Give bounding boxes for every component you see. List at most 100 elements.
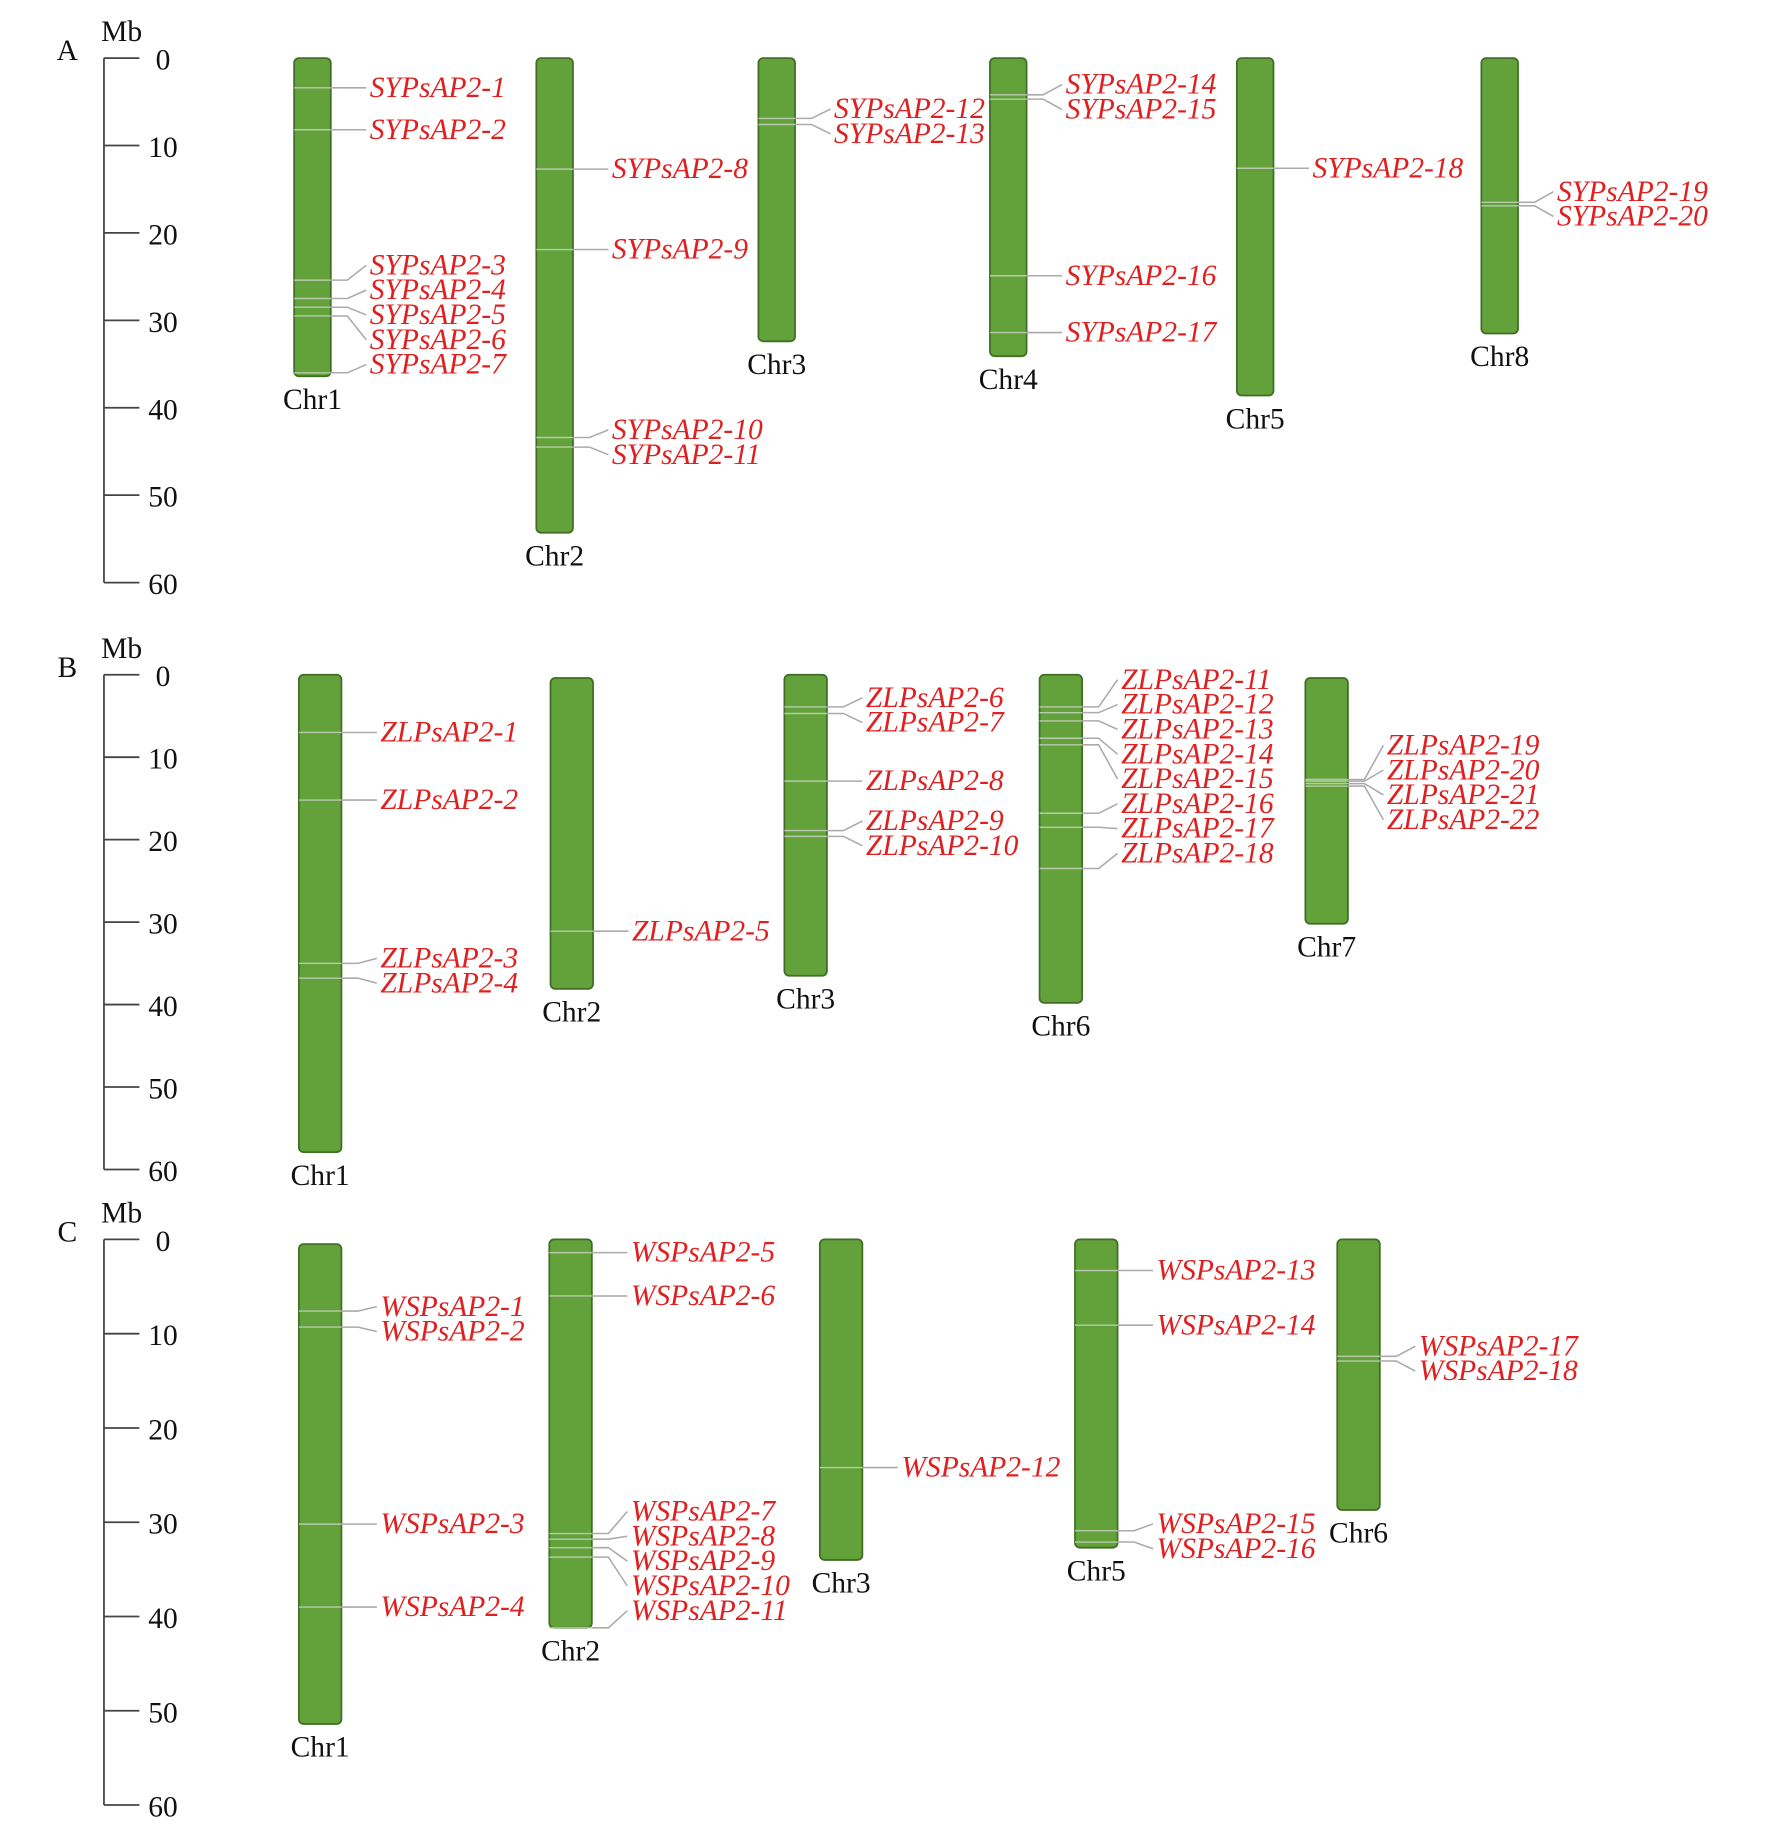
chromosome-label: Chr2 bbox=[542, 997, 601, 1029]
gene-connector bbox=[1026, 98, 1063, 111]
chromosome bbox=[548, 1238, 593, 1629]
chromosome-label: Chr6 bbox=[1329, 1518, 1388, 1550]
chromosome-label: Chr7 bbox=[1297, 932, 1356, 964]
gene-connector bbox=[591, 1535, 628, 1540]
chromosome-label: Chr6 bbox=[1031, 1011, 1090, 1043]
gene-connector bbox=[591, 1546, 628, 1562]
chromosome bbox=[783, 673, 828, 977]
tick-label: 50 bbox=[148, 482, 178, 514]
gene-label: SYPsAP2-17 bbox=[1066, 317, 1218, 349]
tick-label: 10 bbox=[148, 744, 178, 776]
chromosome bbox=[549, 677, 594, 990]
gene-label: WSPsAP2-8 bbox=[631, 1520, 776, 1552]
gene-label: SYPsAP2-12 bbox=[834, 93, 985, 125]
chromosome-label: Chr1 bbox=[283, 384, 342, 416]
gene-connector bbox=[1082, 737, 1119, 755]
gene-label: WSPsAP2-15 bbox=[1157, 1508, 1316, 1540]
chromosome bbox=[535, 57, 574, 534]
gene-connector bbox=[1347, 769, 1384, 782]
chromosome-label: Chr4 bbox=[979, 364, 1038, 396]
gene-label: ZLPsAP2-21 bbox=[1387, 779, 1540, 811]
gene-connector bbox=[1082, 826, 1118, 830]
tick-label: 30 bbox=[148, 1509, 178, 1541]
gene-label: SYPsAP2-20 bbox=[1557, 201, 1708, 233]
gene-label: SYPsAP2-9 bbox=[612, 234, 748, 266]
gene-label: ZLPsAP2-4 bbox=[380, 967, 518, 999]
chromosome-label: Chr5 bbox=[1067, 1555, 1126, 1587]
chromosome-label: Chr5 bbox=[1226, 403, 1285, 435]
tick-label: 50 bbox=[148, 1074, 178, 1106]
gene-connector bbox=[330, 315, 367, 341]
gene-label: WSPsAP2-14 bbox=[1157, 1309, 1316, 1341]
gene-label: SYPsAP2-6 bbox=[370, 324, 506, 356]
gene-label: ZLPsAP2-3 bbox=[380, 942, 518, 974]
gene-label: WSPsAP2-18 bbox=[1419, 1355, 1578, 1387]
gene-label: WSPsAP2-16 bbox=[1157, 1533, 1316, 1565]
gene-connector bbox=[1117, 1541, 1154, 1550]
gene-connector bbox=[1518, 190, 1554, 204]
gene-label: SYPsAP2-8 bbox=[612, 153, 748, 185]
gene-label: ZLPsAP2-1 bbox=[380, 717, 518, 749]
gene-label: WSPsAP2-9 bbox=[631, 1545, 776, 1577]
gene-connector bbox=[1082, 703, 1118, 714]
tick-label: 30 bbox=[148, 909, 178, 941]
gene-connector bbox=[1026, 83, 1063, 96]
gene-connector bbox=[341, 1305, 378, 1312]
gene-label: SYPsAP2-2 bbox=[370, 114, 506, 146]
tick-label: 40 bbox=[148, 394, 178, 426]
chromosome bbox=[1074, 1238, 1119, 1549]
chromosome-label: Chr3 bbox=[776, 983, 835, 1015]
gene-label: WSPsAP2-1 bbox=[380, 1291, 524, 1323]
gene-label: WSPsAP2-7 bbox=[631, 1496, 777, 1528]
gene-label: ZLPsAP2-8 bbox=[866, 765, 1004, 797]
tick-label: 50 bbox=[148, 1697, 178, 1729]
gene-label: ZLPsAP2-15 bbox=[1121, 763, 1274, 795]
gene-connector bbox=[330, 306, 367, 316]
chromosome bbox=[297, 673, 343, 1154]
tick-label: 40 bbox=[148, 991, 178, 1023]
gene-label: SYPsAP2-14 bbox=[1066, 69, 1217, 101]
gene-connector bbox=[1082, 803, 1118, 815]
tick-label: 10 bbox=[148, 132, 178, 164]
gene-label: SYPsAP2-7 bbox=[370, 349, 507, 381]
gene-label: WSPsAP2-10 bbox=[631, 1570, 790, 1602]
gene-label: SYPsAP2-1 bbox=[370, 72, 506, 104]
panel-label: A bbox=[57, 35, 79, 67]
chromosome bbox=[1480, 57, 1519, 335]
chromosome-label: Chr1 bbox=[291, 1732, 350, 1764]
gene-label: WSPsAP2-12 bbox=[901, 1452, 1060, 1484]
chromosome bbox=[297, 1243, 343, 1725]
gene-connector bbox=[591, 1510, 628, 1535]
chromosome bbox=[757, 57, 796, 343]
gene-label: SYPsAP2-16 bbox=[1066, 260, 1217, 292]
gene-connector bbox=[1082, 744, 1119, 780]
axis-title: Mb bbox=[101, 633, 142, 665]
gene-label: SYPsAP2-18 bbox=[1312, 152, 1463, 184]
gene-connector bbox=[1379, 1360, 1416, 1372]
gene-label: WSPsAP2-5 bbox=[631, 1237, 775, 1269]
gene-connector bbox=[330, 289, 367, 300]
gene-connector bbox=[826, 820, 863, 832]
gene-label: WSPsAP2-6 bbox=[631, 1280, 776, 1312]
tick-label: 10 bbox=[148, 1320, 178, 1352]
gene-label: SYPsAP2-11 bbox=[612, 439, 761, 471]
chromosome bbox=[1304, 677, 1349, 925]
chromosome-label: Chr3 bbox=[747, 349, 806, 381]
gene-label: ZLPsAP2-18 bbox=[1121, 838, 1274, 870]
gene-label: ZLPsAP2-16 bbox=[1121, 788, 1274, 820]
gene-connector bbox=[341, 957, 378, 965]
chromosome bbox=[1235, 57, 1275, 397]
gene-connector bbox=[1347, 744, 1385, 781]
gene-connector bbox=[341, 1326, 378, 1333]
gene-connector bbox=[1082, 679, 1119, 708]
gene-label: ZLPsAP2-7 bbox=[866, 707, 1005, 739]
tick-label: 0 bbox=[156, 1226, 171, 1258]
gene-label: ZLPsAP2-12 bbox=[1121, 689, 1274, 721]
gene-label: SYPsAP2-13 bbox=[834, 118, 985, 150]
axis-title: Mb bbox=[101, 1198, 142, 1230]
gene-connector bbox=[572, 446, 609, 456]
tick-label: 20 bbox=[148, 219, 178, 251]
gene-label: WSPsAP2-3 bbox=[380, 1508, 524, 1540]
chromosome-label: Chr2 bbox=[541, 1636, 600, 1668]
